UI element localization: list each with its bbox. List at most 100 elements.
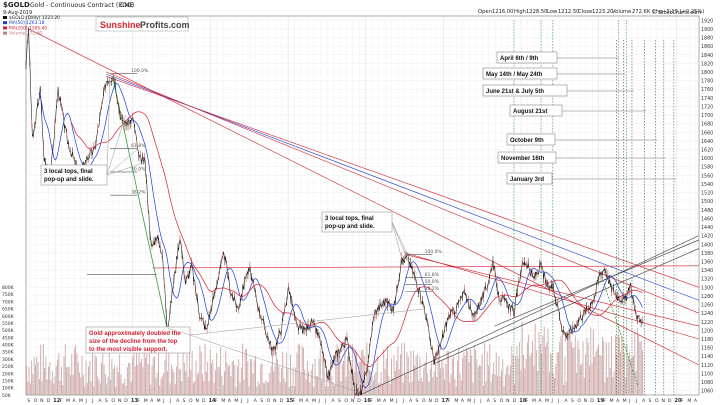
volume-bar (42, 343, 44, 395)
brand-part1: Sunshine (100, 20, 141, 30)
y-tick-label: 1660 (701, 130, 713, 136)
volume-bar (90, 381, 92, 395)
source-label: © StockCharts.com (652, 9, 701, 16)
volume-bar (354, 349, 356, 395)
volume-bar (398, 369, 400, 395)
volume-bar (535, 350, 537, 395)
volume-bar (539, 344, 541, 395)
volume-bar (35, 364, 36, 395)
x-tick-label: O (422, 398, 426, 404)
annotation-pointer (189, 334, 361, 394)
volume-bar (401, 342, 403, 395)
volume-bar (185, 371, 187, 395)
volume-bar (420, 377, 422, 395)
cycle-label-box (506, 172, 553, 185)
fibonacci-levels: 100.0%61.8%50.0%38.2%100.0%61.8%50.0%38.… (86, 68, 443, 292)
volume-bar (471, 355, 473, 395)
volume-bar (569, 332, 571, 395)
volume-bar (488, 365, 489, 395)
volume-bar (63, 356, 65, 395)
volume-bar (165, 349, 167, 395)
volume-bar (473, 345, 475, 395)
volume-bar (419, 356, 421, 395)
x-tick-label: J (395, 398, 397, 404)
volume-bar (576, 372, 577, 395)
volume-bar (112, 368, 114, 395)
volume-bar (75, 345, 77, 395)
fib-label: 38.2% (425, 286, 440, 292)
volume-bar (429, 369, 431, 395)
volume-bar (253, 360, 255, 395)
volume-bar (462, 358, 464, 395)
volume-bar (33, 357, 35, 395)
volume-bar (467, 351, 469, 395)
volume-bar (515, 356, 517, 395)
x-tick-label: 15 (286, 398, 294, 404)
volume-bar (455, 385, 457, 395)
volume-bar (99, 383, 101, 395)
x-tick-label: A (383, 398, 387, 404)
volume-bar (378, 383, 379, 395)
x-tick-label: N (273, 398, 276, 404)
annotation-pointer (167, 328, 191, 336)
volume-bar (415, 356, 417, 395)
volume-bar (244, 349, 246, 395)
volume-bar (59, 380, 61, 395)
volume-bar (433, 370, 435, 395)
volume-bar (76, 353, 78, 395)
volume-bar (587, 342, 589, 395)
cycle-label: June 21st & July 5th (486, 89, 544, 95)
volume-bar (490, 382, 492, 395)
x-tick-label: O (267, 398, 271, 404)
volume-bar (468, 361, 470, 395)
volume-bar (315, 376, 317, 395)
cycle-label-box (497, 151, 557, 164)
x-tick-label: J (628, 398, 630, 404)
quote-low-label: Low (547, 9, 558, 15)
volume-bar (479, 365, 480, 395)
x-tick-label: M (610, 398, 614, 404)
volume-bar (322, 353, 324, 395)
volume-bar (98, 379, 100, 395)
volume-bar (233, 360, 234, 395)
volume-bar (326, 373, 328, 395)
volume-bar (251, 358, 253, 395)
volume-bar (29, 383, 31, 395)
volume-bar (413, 350, 414, 395)
volume-bar (614, 335, 616, 395)
volume-bar (181, 381, 183, 395)
quote-chg-label: Chg (652, 9, 662, 15)
volume-bar (213, 383, 215, 395)
x-tick-label: D (590, 398, 594, 404)
volume-bar (310, 369, 312, 395)
volume-bar (240, 367, 242, 395)
x-tick-label: D (124, 398, 128, 404)
chart-date: 9-Aug-2019 (3, 10, 32, 16)
volume-bar (548, 372, 550, 395)
x-axis: S O N D 12 F M A M J J A S O N D 13 F M A M J J A S O N D 14 F M A M J J A S… (27, 398, 698, 404)
volume-bar (589, 365, 590, 395)
volume-bar (444, 379, 445, 395)
ma-50-line (38, 82, 643, 388)
volume-bar (594, 357, 596, 395)
volume-bar (585, 354, 587, 395)
volume-bar (319, 349, 321, 395)
volume-bar (77, 362, 79, 395)
volume-bar (458, 348, 460, 395)
volume-bar (203, 381, 205, 395)
x-tick-label: F (60, 398, 63, 404)
volume-bar (608, 342, 610, 395)
volume-bar (37, 361, 39, 395)
annotations: April 6th / 9th May 14th / May 24th June 2… (40, 51, 676, 394)
volume-bar (626, 344, 628, 395)
x-tick-label: A (694, 398, 698, 404)
x-tick-label: A (150, 398, 154, 404)
volume-bar (58, 352, 60, 395)
volume-bar (579, 365, 581, 395)
x-tick-label: M (390, 398, 394, 404)
y-tick-label: 1380 (701, 251, 713, 257)
volume-bar (447, 351, 449, 395)
x-tick-label: M (467, 398, 471, 404)
volume-bar (480, 365, 482, 395)
